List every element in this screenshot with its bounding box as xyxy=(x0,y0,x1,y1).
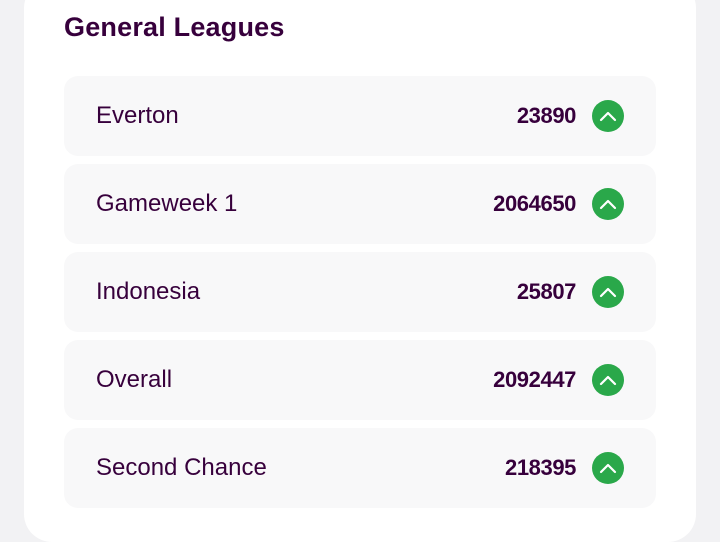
league-rank: 23890 xyxy=(516,103,577,128)
section-title: General Leagues xyxy=(64,12,285,42)
league-row-overall[interactable]: Overall 2092447 xyxy=(64,340,656,420)
general-leagues-card: General Leagues Everton 23890 Gameweek 1… xyxy=(24,0,696,542)
chevron-up-icon xyxy=(592,364,624,396)
league-name: Overall xyxy=(96,366,173,393)
league-row-second-chance[interactable]: Second Chance 218395 xyxy=(64,428,656,508)
league-name: Gameweek 1 xyxy=(96,190,238,217)
league-rank: 2092447 xyxy=(493,367,576,392)
league-rank: 25807 xyxy=(516,279,577,304)
chevron-up-icon xyxy=(592,100,624,132)
chevron-up-icon xyxy=(592,188,624,220)
league-rank: 218395 xyxy=(504,455,576,480)
league-name: Everton xyxy=(96,102,179,129)
league-name: Indonesia xyxy=(96,278,201,305)
league-row-gameweek-1[interactable]: Gameweek 1 2064650 xyxy=(64,164,656,244)
league-rank: 2064650 xyxy=(493,191,576,216)
league-row-everton[interactable]: Everton 23890 xyxy=(64,76,656,156)
league-name: Second Chance xyxy=(96,454,267,481)
league-row-indonesia[interactable]: Indonesia 25807 xyxy=(64,252,656,332)
chevron-up-icon xyxy=(592,276,624,308)
league-list: Everton 23890 Gameweek 1 2064650 Indones… xyxy=(64,76,656,516)
chevron-up-icon xyxy=(592,452,624,484)
